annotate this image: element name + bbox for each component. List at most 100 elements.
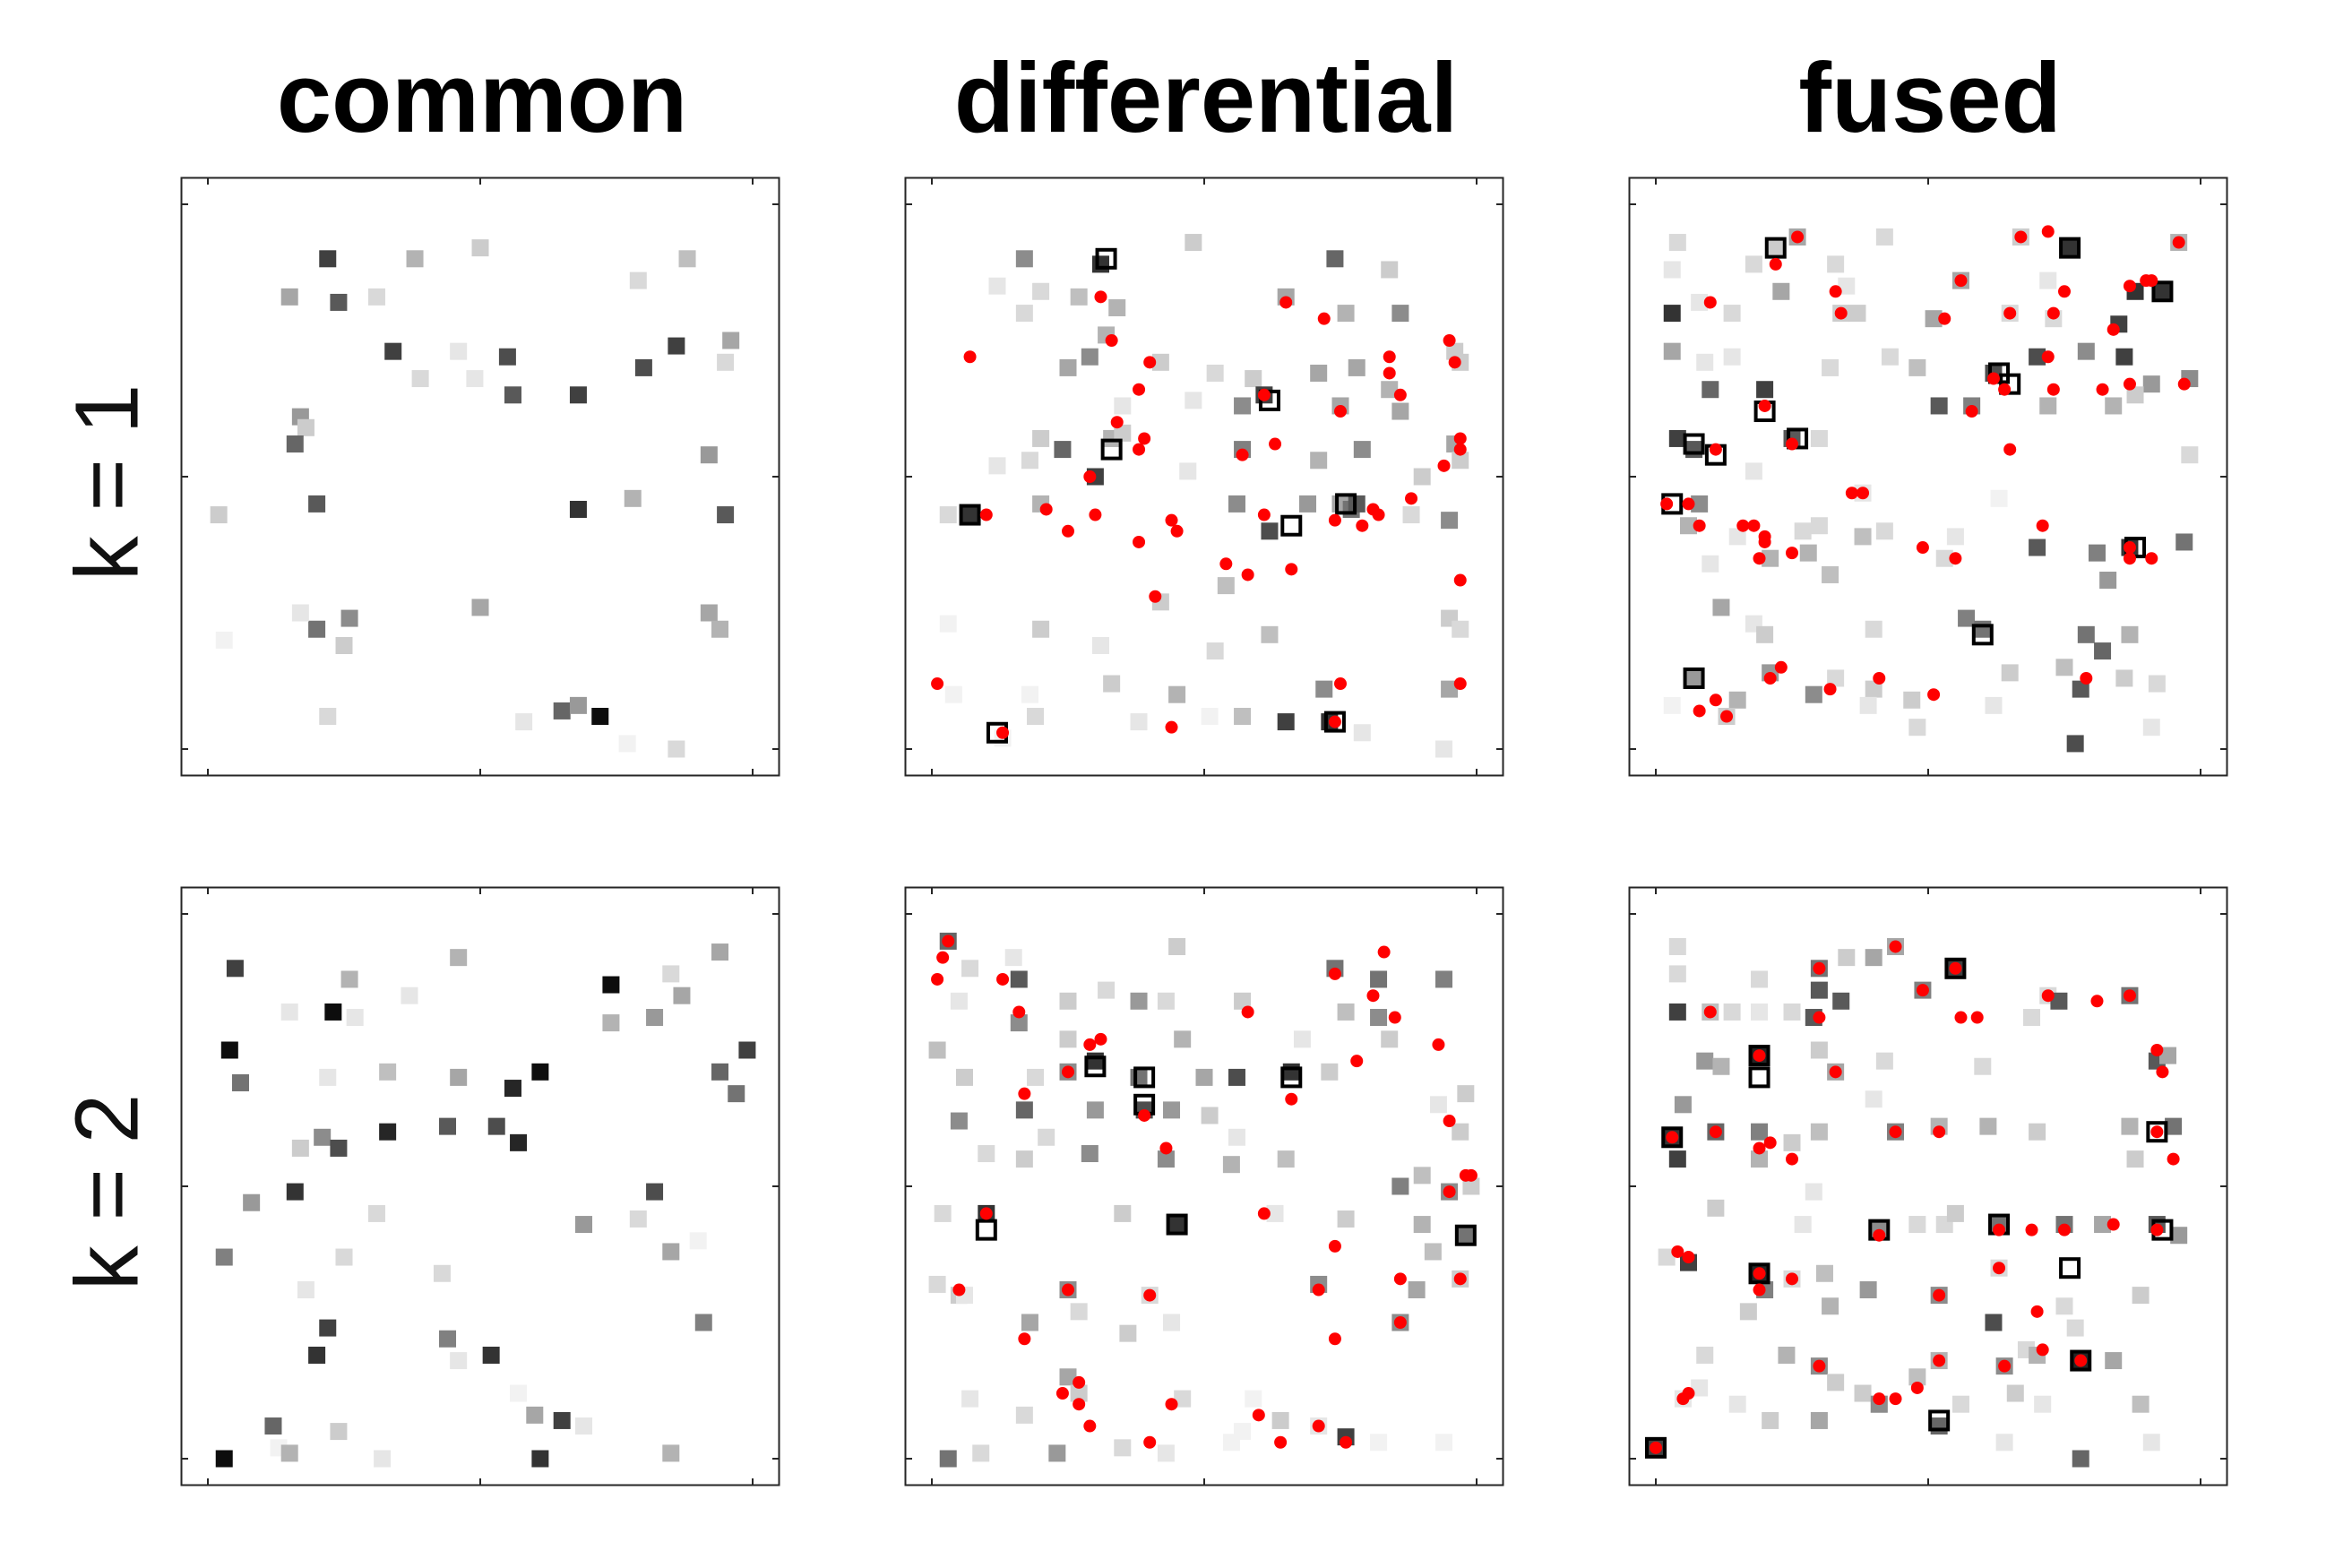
- red-point: [1328, 513, 1341, 527]
- red-point: [1813, 961, 1826, 975]
- gray-square: [1271, 1411, 1289, 1429]
- red-point: [2150, 1044, 2164, 1056]
- red-point: [1257, 508, 1271, 521]
- gray-square: [2142, 1434, 2160, 1452]
- red-point: [1055, 1387, 1069, 1400]
- red-point: [1279, 296, 1293, 309]
- gray-square: [1027, 708, 1045, 726]
- gray-square: [1310, 364, 1328, 382]
- red-point: [1758, 399, 1771, 412]
- gray-square: [1751, 1150, 1769, 1168]
- red-point: [1823, 683, 1837, 696]
- gray-square: [487, 1117, 505, 1135]
- gray-square: [988, 457, 1006, 475]
- gray-square: [1261, 625, 1279, 643]
- gray-square: [1217, 577, 1235, 595]
- red-point: [1786, 1272, 1798, 1286]
- red-point: [2046, 383, 2060, 396]
- gray-square: [1658, 1248, 1676, 1266]
- red-point: [1317, 312, 1331, 325]
- gray-square: [1435, 1434, 1453, 1452]
- gray-square: [2115, 669, 2133, 687]
- red-point: [1219, 557, 1233, 571]
- gray-square: [1668, 429, 1686, 447]
- gray-square: [1702, 555, 1719, 573]
- gray-square: [1985, 696, 2003, 714]
- gray-square: [728, 1085, 745, 1103]
- gray-square: [226, 960, 244, 978]
- red-point: [2177, 377, 2191, 391]
- red-point: [1383, 366, 1396, 380]
- gray-square: [319, 1319, 337, 1337]
- red-point: [1753, 552, 1766, 565]
- red-point: [1143, 1288, 1157, 1302]
- gray-square: [1413, 1216, 1431, 1234]
- panel-k2-common: [180, 886, 780, 1486]
- red-point: [1089, 508, 1102, 521]
- panel-k1-fused: [1628, 177, 2228, 777]
- red-point: [1328, 715, 1341, 728]
- gray-square: [1903, 691, 1921, 709]
- gray-square: [531, 1450, 549, 1468]
- red-point: [2041, 989, 2055, 1003]
- gray-square: [928, 1275, 946, 1293]
- red-point: [2123, 280, 2136, 293]
- red-point: [1927, 688, 1941, 702]
- gray-square: [1441, 512, 1459, 530]
- gray-square: [2072, 680, 2089, 698]
- gray-square: [367, 1204, 385, 1222]
- gray-square: [1441, 680, 1459, 698]
- gray-square: [1925, 310, 1943, 328]
- gray-square: [1685, 441, 1703, 459]
- red-point: [2074, 1354, 2088, 1367]
- red-point: [2080, 671, 2093, 685]
- row-label-k1: k = 1: [56, 383, 158, 581]
- gray-square: [374, 1450, 392, 1468]
- gray-square: [569, 500, 587, 518]
- red-point: [2014, 230, 2028, 244]
- red-point: [1443, 1185, 1456, 1199]
- gray-square: [1794, 522, 1812, 540]
- gray-square: [1293, 1030, 1311, 1048]
- gray-square: [264, 1417, 282, 1435]
- outlined-square: [1928, 1409, 1951, 1432]
- gray-square: [678, 250, 696, 268]
- gray-square: [406, 250, 424, 268]
- red-point: [1970, 1011, 1984, 1024]
- red-point: [1334, 677, 1347, 691]
- gray-square: [1810, 429, 1828, 447]
- red-point: [1650, 1441, 1662, 1454]
- gray-square: [2094, 642, 2112, 660]
- gray-square: [662, 1243, 680, 1261]
- gray-square: [634, 358, 652, 376]
- red-point: [2150, 1223, 2164, 1236]
- gray-square: [1723, 348, 1741, 366]
- red-point: [1083, 470, 1097, 483]
- red-point: [1786, 547, 1798, 560]
- gray-square: [2132, 1395, 2150, 1413]
- gray-square: [1391, 305, 1409, 323]
- gray-square: [1810, 981, 1828, 999]
- red-point: [1453, 432, 1467, 445]
- gray-square: [591, 708, 609, 726]
- red-point: [2030, 1305, 2044, 1318]
- red-point: [1954, 1011, 1968, 1024]
- gray-square: [1751, 1003, 1769, 1021]
- gray-square: [944, 685, 962, 703]
- gray-square: [1004, 949, 1022, 967]
- red-point: [1949, 961, 1962, 975]
- gray-square: [1114, 424, 1132, 442]
- red-point: [931, 677, 944, 691]
- outlined-square: [1988, 362, 2011, 384]
- gray-square: [1822, 1297, 1839, 1315]
- gray-square: [340, 970, 358, 988]
- gray-square: [1070, 1303, 1088, 1321]
- gray-square: [297, 1281, 314, 1299]
- red-point: [996, 726, 1010, 739]
- red-point: [1993, 1262, 2006, 1275]
- gray-square: [1059, 358, 1077, 376]
- panel-k2-differential: [904, 886, 1504, 1486]
- gray-square: [2153, 282, 2171, 300]
- gray-square: [1838, 949, 1856, 967]
- gray-square: [1854, 1384, 1872, 1402]
